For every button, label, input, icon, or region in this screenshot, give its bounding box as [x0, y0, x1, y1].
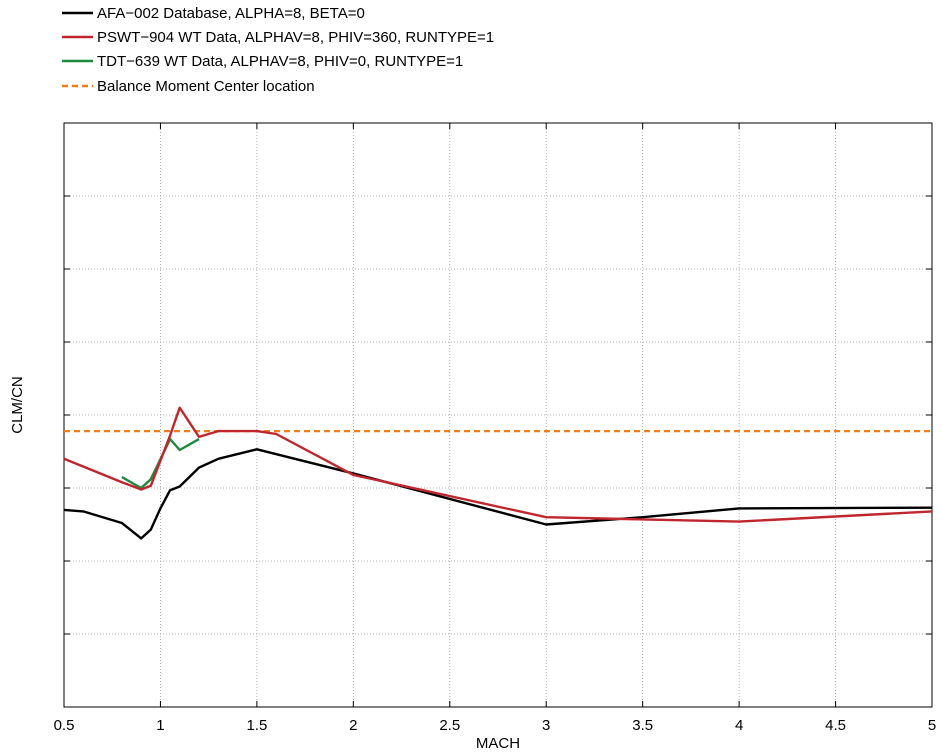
legend-label-0: AFA−002 Database, ALPHA=8, BETA=0 [97, 5, 365, 22]
legend-label-1: PSWT−904 WT Data, ALPHAV=8, PHIV=360, RU… [97, 29, 494, 46]
x-tick-label: 1 [156, 717, 164, 734]
axis-ticks: 0.5 1 1.5 2 2.5 3 3.5 4 4.5 5 [54, 123, 936, 734]
legend-label-2: TDT−639 WT Data, ALPHAV=8, PHIV=0, RUNTY… [97, 53, 463, 70]
series-line-0 [63, 448, 933, 540]
x-tick-label: 4 [735, 717, 743, 734]
x-tick-label: 0.5 [54, 717, 75, 734]
series-line-1 [63, 406, 933, 523]
x-tick-label: 5 [928, 717, 936, 734]
x-tick-label: 2 [349, 717, 357, 734]
legend-label-3: Balance Moment Center location [97, 78, 315, 95]
legend: AFA−002 Database, ALPHA=8, BETA=0 PSWT−90… [62, 5, 494, 95]
plot-frame [63, 122, 933, 708]
x-tick-label: 3 [542, 717, 550, 734]
x-axis-label: MACH [476, 735, 520, 752]
x-tick-label: 4.5 [825, 717, 846, 734]
x-tick-label: 1.5 [246, 717, 267, 734]
x-tick-label: 2.5 [439, 717, 460, 734]
x-tick-label: 3.5 [632, 717, 653, 734]
y-axis-label: CLM/CN [9, 376, 26, 434]
series-layer [63, 406, 933, 540]
grid [64, 123, 932, 707]
plot-area [63, 122, 933, 708]
